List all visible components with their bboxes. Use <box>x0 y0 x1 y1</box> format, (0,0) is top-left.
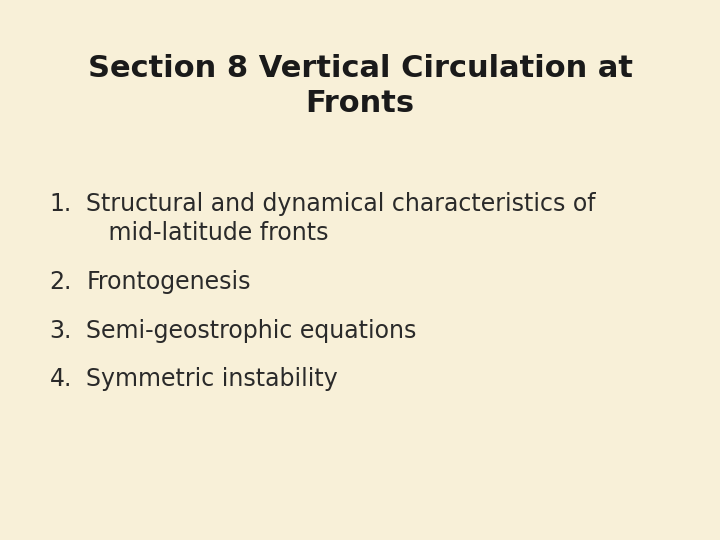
Text: 3.: 3. <box>50 319 72 342</box>
Text: 1.: 1. <box>50 192 72 215</box>
Text: Structural and dynamical characteristics of
   mid-latitude fronts: Structural and dynamical characteristics… <box>86 192 596 245</box>
Text: 2.: 2. <box>50 270 72 294</box>
Text: Section 8 Vertical Circulation at
Fronts: Section 8 Vertical Circulation at Fronts <box>88 54 632 118</box>
Text: 4.: 4. <box>50 367 72 391</box>
Text: Frontogenesis: Frontogenesis <box>86 270 251 294</box>
Text: Semi-geostrophic equations: Semi-geostrophic equations <box>86 319 417 342</box>
Text: Symmetric instability: Symmetric instability <box>86 367 338 391</box>
